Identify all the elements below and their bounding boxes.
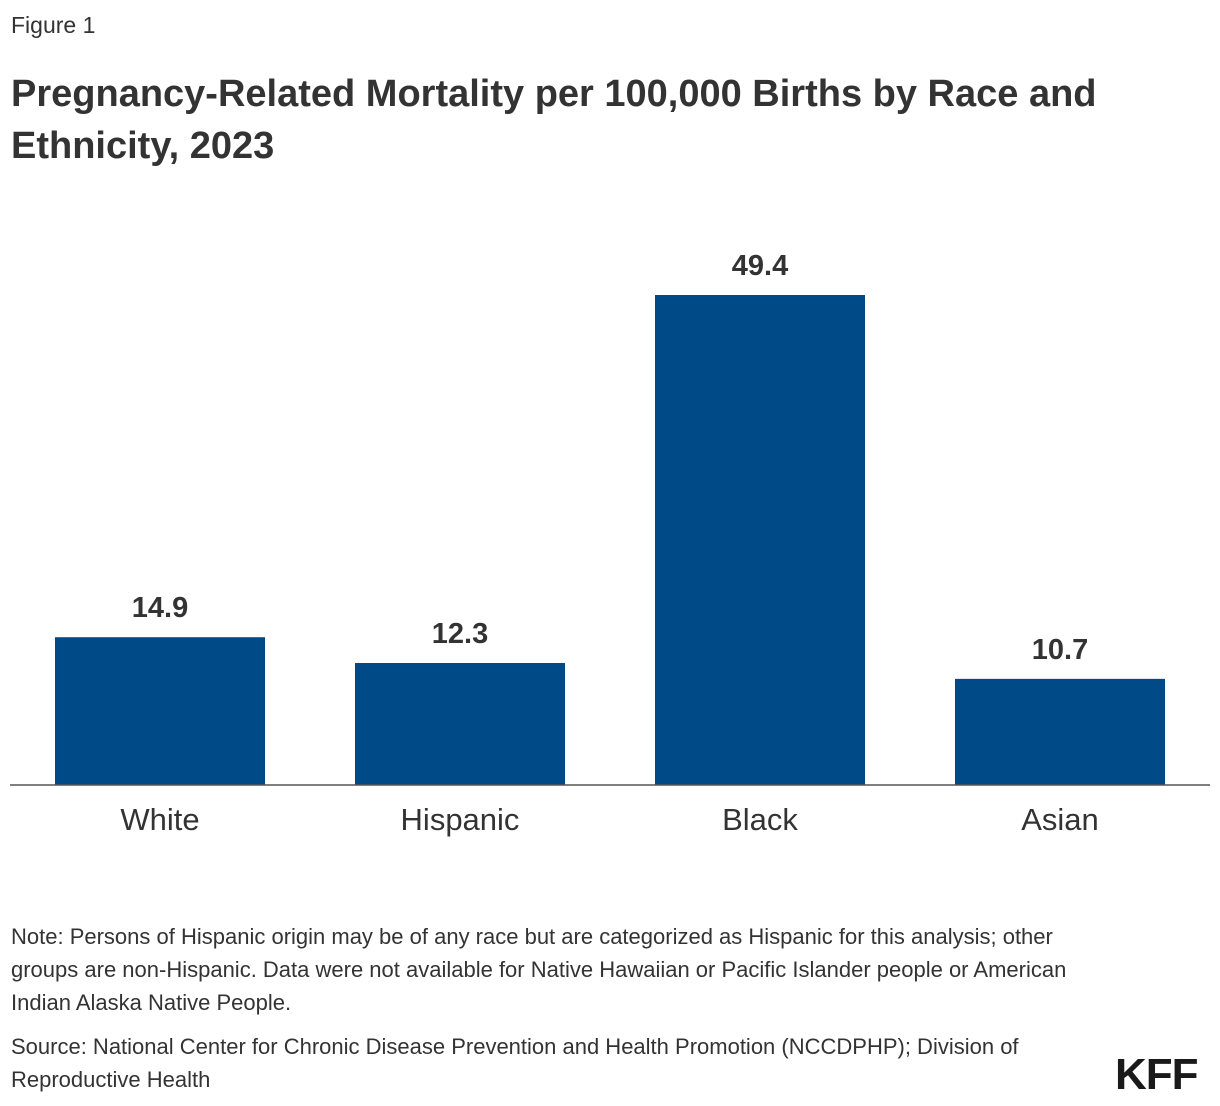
figure-label: Figure 1 xyxy=(11,12,96,38)
kff-logo: KFF xyxy=(1115,1050,1199,1099)
bar-asian xyxy=(955,678,1165,785)
chart-source: Source: National Center for Chronic Dise… xyxy=(11,1034,1019,1092)
chart-note: Note: Persons of Hispanic origin may be … xyxy=(11,924,1067,1015)
x-tick-label: Hispanic xyxy=(401,802,520,837)
x-tick-label: Black xyxy=(722,802,798,837)
data-label: 12.3 xyxy=(432,618,488,650)
bar-white xyxy=(55,637,265,785)
chart-title: Pregnancy-Related Mortality per 100,000 … xyxy=(11,73,1097,167)
x-tick-label: White xyxy=(120,802,199,837)
bar-hispanic xyxy=(355,662,565,785)
bar-black xyxy=(655,295,865,785)
data-label: 10.7 xyxy=(1032,634,1088,666)
data-label: 14.9 xyxy=(132,592,188,624)
data-label: 49.4 xyxy=(732,250,788,282)
x-tick-label: Asian xyxy=(1021,802,1099,837)
bar-chart: 14.9 White 12.3 Hispanic 49.4 Black 10.7 Asian xyxy=(10,250,1210,837)
